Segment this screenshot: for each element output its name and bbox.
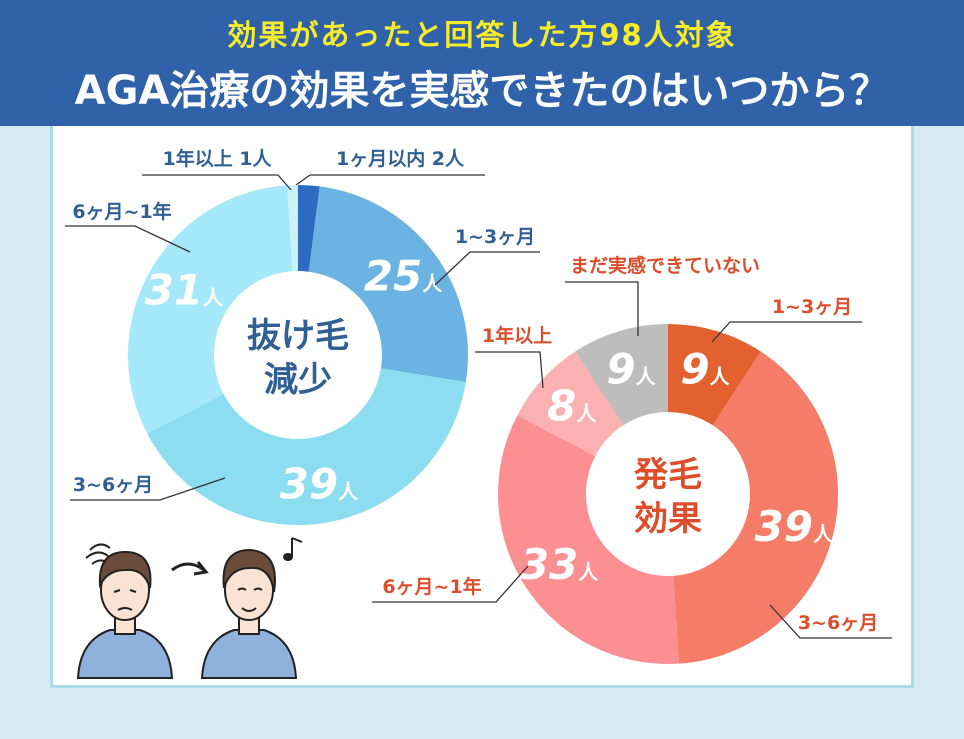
leader-line xyxy=(475,351,544,389)
slice-4 xyxy=(127,185,293,434)
slice-1 xyxy=(668,324,761,426)
leader-line xyxy=(565,281,639,336)
slice-category-label: 1年以上 1人 xyxy=(162,147,272,170)
slice-category-label: 1年以上 xyxy=(482,324,552,347)
slice-4 xyxy=(517,351,624,457)
leader-line xyxy=(372,565,529,603)
slice-category-label: 6ヶ月~1年 xyxy=(72,200,171,223)
slice-category-label: 1ヶ月以内 2人 xyxy=(336,147,465,170)
page-title: AGA治療の効果を実感できたのはいつから？ xyxy=(74,68,890,114)
slice-1 xyxy=(298,185,320,272)
slice-5 xyxy=(575,324,668,426)
leader-line xyxy=(434,251,540,286)
slice-5 xyxy=(287,185,298,272)
leader-line xyxy=(65,225,191,253)
slice-3 xyxy=(147,368,466,525)
leader-line xyxy=(70,477,226,501)
slice-2 xyxy=(673,351,838,664)
slice-category-label: 6ヶ月~1年 xyxy=(382,575,481,598)
subtitle: 効果があったと回答した方98人対象 xyxy=(227,18,737,52)
header: 効果があったと回答した方98人対象 AGA治療の効果を実感できたのはいつから？ xyxy=(0,0,964,126)
happy-person xyxy=(200,548,298,679)
slice-category-label: 3~6ヶ月 xyxy=(73,474,153,496)
donut-center-title: 発毛 xyxy=(634,455,702,495)
leader-line xyxy=(711,321,862,343)
donut-chart-2: 9人1~3ヶ月39人3~6ヶ月33人6ヶ月~1年8人1年以上9人まだ実感できてい… xyxy=(372,254,892,664)
worried-person xyxy=(76,550,174,679)
donut-center-title: 抜け毛 xyxy=(247,316,349,356)
slice-category-label: 3~6ヶ月 xyxy=(798,612,878,634)
leader-line xyxy=(142,174,292,191)
leader-line xyxy=(769,604,892,639)
people-illustration xyxy=(76,537,303,679)
leader-line xyxy=(295,174,485,186)
donut-center-title: 効果 xyxy=(634,499,702,539)
slice-category-label: まだ実感できていない xyxy=(570,254,760,277)
donut-center-title: 減少 xyxy=(264,360,332,400)
slice-category-label: 1~3ヶ月 xyxy=(455,226,535,248)
arrow-icon xyxy=(171,561,209,576)
slice-2 xyxy=(308,186,468,383)
slice-category-label: 1~3ヶ月 xyxy=(772,296,852,318)
dizzy-icon xyxy=(85,543,111,565)
slice-3 xyxy=(498,415,679,664)
music-note-icon xyxy=(283,537,303,561)
